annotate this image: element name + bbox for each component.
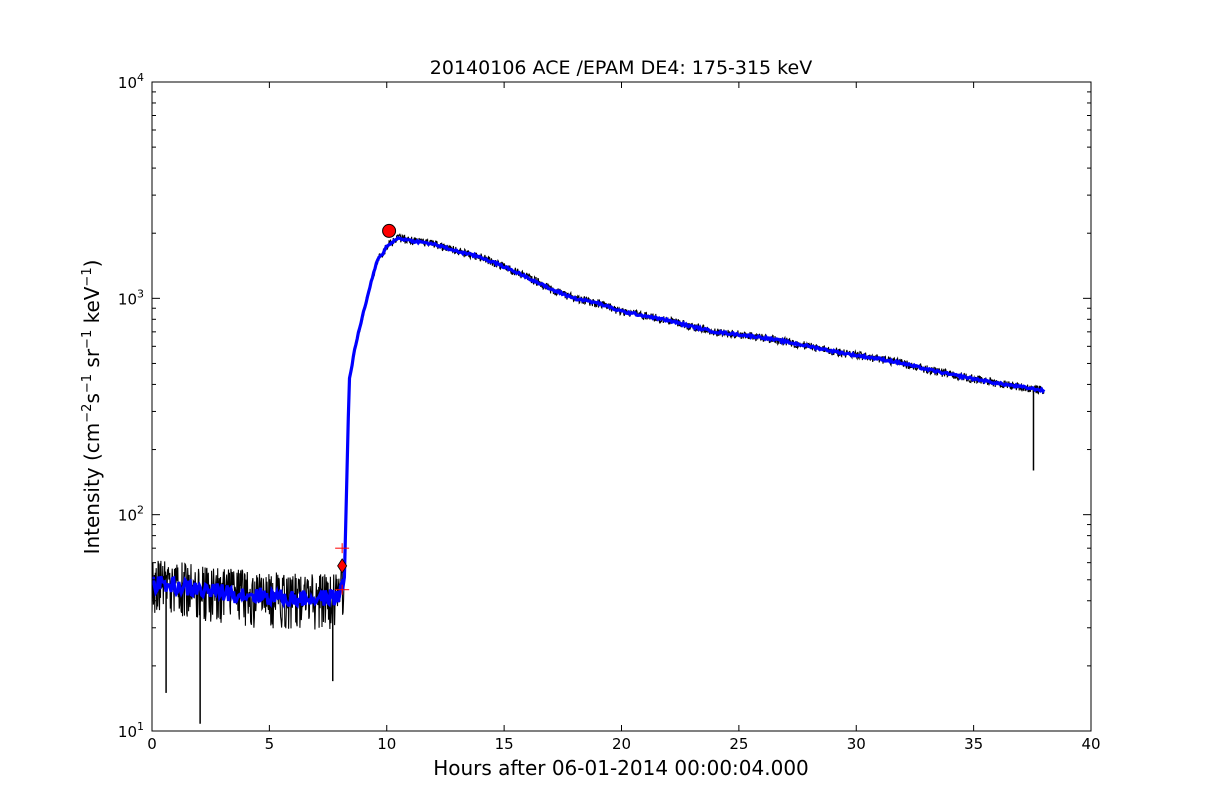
onset-marker [337,558,348,574]
y-axis-label: Intensity (cm−2s−1 sr−1 keV−1) [80,260,104,555]
y-tick-label: 103 [118,287,144,308]
y-axis-label-exp: −1 [80,330,95,349]
y-tick-label: 104 [118,71,144,92]
x-tick-label: 35 [964,735,983,753]
x-tick-label: 20 [612,735,631,753]
onset-bound-marker [335,584,350,595]
x-tick-label: 15 [495,735,514,753]
x-tick-label: 5 [265,735,275,753]
y-axis-label-exp: −2 [80,404,95,423]
y-axis-label-part: s [80,393,104,403]
series-smoothed-line [152,236,1046,610]
y-axis-label-part: sr [80,348,104,374]
peak-marker [382,223,397,238]
x-tick-label: 30 [847,735,866,753]
y-axis-label-exp: −1 [80,267,95,286]
y-axis-label-exp: −1 [80,374,95,393]
y-axis-label-part: ) [80,260,104,268]
y-tick-label: 102 [118,504,144,525]
x-tick-label: 0 [147,735,157,753]
x-tick-label: 10 [377,735,396,753]
y-axis-label-part: Intensity (cm [80,423,104,555]
chart-title: 20140106 ACE /EPAM DE4: 175-315 keV [430,57,812,79]
y-axis-label-part: keV [80,286,104,330]
x-axis-label: Hours after 06-01-2014 00:00:04.000 [433,756,809,780]
x-tick-label: 40 [1081,735,1100,753]
plot-area: 0 5 10 15 20 25 30 35 40 101 102 103 104 [118,71,1101,753]
x-tick-label: 25 [729,735,748,753]
y-tick-label: 101 [118,720,144,741]
onset-bound-marker [335,543,350,554]
